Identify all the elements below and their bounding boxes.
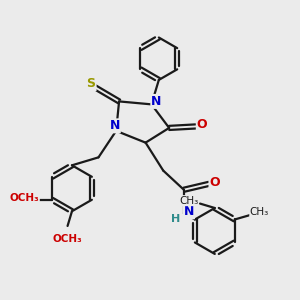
- Text: N: N: [184, 205, 194, 218]
- Text: H: H: [171, 214, 180, 224]
- Text: O: O: [197, 118, 207, 131]
- Text: N: N: [151, 95, 162, 108]
- Text: O: O: [209, 176, 220, 189]
- Text: CH₃: CH₃: [179, 196, 199, 206]
- Text: CH₃: CH₃: [250, 207, 269, 217]
- Text: OCH₃: OCH₃: [53, 234, 82, 244]
- Text: N: N: [110, 119, 120, 132]
- Text: OCH₃: OCH₃: [9, 193, 39, 203]
- Text: S: S: [87, 77, 96, 90]
